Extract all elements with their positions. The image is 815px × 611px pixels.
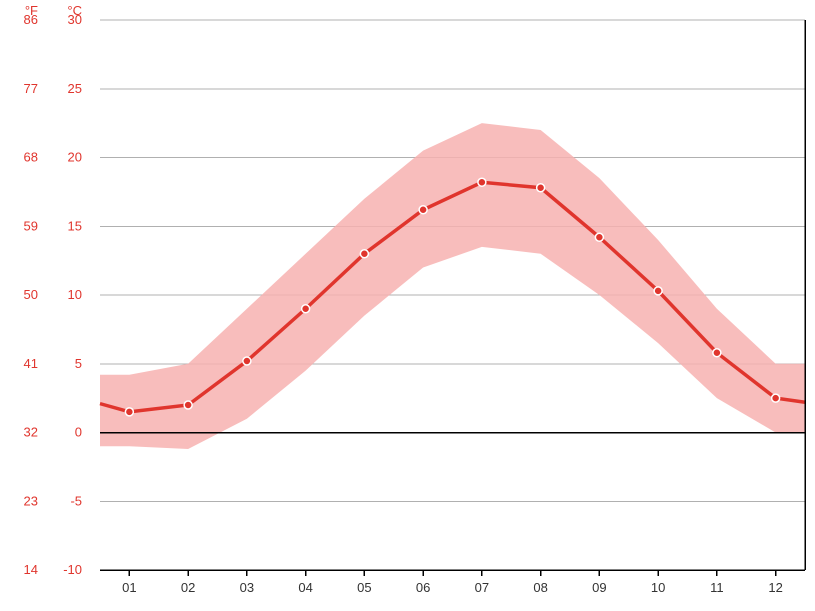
- mean-point: [478, 178, 486, 186]
- y-tick-c: 0: [75, 425, 82, 440]
- mean-point: [595, 233, 603, 241]
- x-tick-label: 02: [181, 580, 195, 595]
- y-tick-f: 50: [24, 287, 38, 302]
- y-tick-f: 32: [24, 425, 38, 440]
- x-tick-label: 10: [651, 580, 665, 595]
- x-tick-label: 09: [592, 580, 606, 595]
- y-tick-f: 68: [24, 150, 38, 165]
- chart-svg: 010203040506070809101112-10-505101520253…: [0, 0, 815, 611]
- mean-point: [243, 357, 251, 365]
- temperature-chart: 010203040506070809101112-10-505101520253…: [0, 0, 815, 611]
- x-tick-label: 12: [768, 580, 782, 595]
- mean-point: [713, 349, 721, 357]
- mean-point: [419, 206, 427, 214]
- y-tick-f: 23: [24, 493, 38, 508]
- mean-point: [125, 408, 133, 416]
- x-tick-label: 07: [475, 580, 489, 595]
- y-tick-c: -10: [63, 562, 82, 577]
- y-tick-f: 59: [24, 218, 38, 233]
- mean-point: [772, 394, 780, 402]
- x-tick-label: 01: [122, 580, 136, 595]
- y-tick-c: 10: [68, 287, 82, 302]
- mean-point: [184, 401, 192, 409]
- y-tick-f: 14: [24, 562, 38, 577]
- y-label-f: °F: [25, 3, 38, 18]
- mean-point: [360, 250, 368, 258]
- y-tick-f: 77: [24, 81, 38, 96]
- y-tick-c: -5: [70, 493, 82, 508]
- y-label-c: °C: [67, 3, 82, 18]
- mean-point: [537, 184, 545, 192]
- mean-point: [654, 287, 662, 295]
- y-tick-f: 41: [24, 356, 38, 371]
- y-tick-c: 5: [75, 356, 82, 371]
- mean-point: [302, 305, 310, 313]
- x-tick-label: 08: [533, 580, 547, 595]
- y-tick-c: 15: [68, 218, 82, 233]
- x-tick-label: 03: [240, 580, 254, 595]
- x-tick-label: 04: [298, 580, 312, 595]
- x-tick-label: 05: [357, 580, 371, 595]
- x-tick-label: 11: [710, 580, 724, 595]
- x-tick-label: 06: [416, 580, 430, 595]
- y-tick-c: 25: [68, 81, 82, 96]
- y-tick-c: 20: [68, 150, 82, 165]
- temperature-band: [100, 123, 805, 449]
